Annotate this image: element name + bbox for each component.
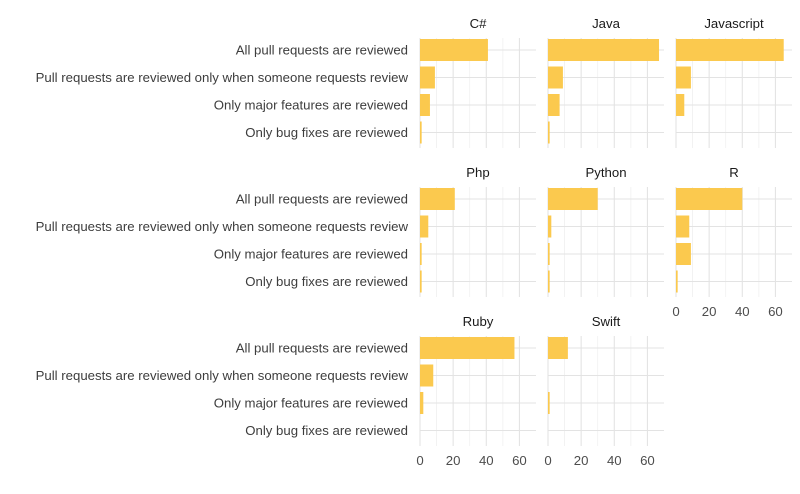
bar	[548, 94, 560, 116]
x-tick-label: 0	[672, 304, 679, 319]
bar	[676, 215, 690, 238]
category-label: Only major features are reviewed	[214, 247, 408, 262]
panel-title: R	[729, 165, 739, 180]
category-label: Only bug fixes are reviewed	[245, 125, 408, 140]
bar	[676, 243, 691, 265]
category-label: All pull requests are reviewed	[236, 43, 408, 58]
bar	[420, 337, 515, 359]
category-label: Only bug fixes are reviewed	[245, 274, 408, 289]
bar	[548, 188, 598, 210]
bar	[548, 337, 568, 359]
bar	[548, 215, 552, 238]
category-label: Pull requests are reviewed only when som…	[36, 70, 409, 85]
bar	[420, 121, 422, 144]
bar	[420, 94, 430, 116]
category-label: Only bug fixes are reviewed	[245, 423, 408, 438]
x-tick-label: 60	[640, 453, 655, 468]
category-label: Pull requests are reviewed only when som…	[36, 219, 409, 234]
x-tick-label: 40	[735, 304, 750, 319]
x-tick-label: 40	[479, 453, 494, 468]
panel-title: Ruby	[463, 314, 494, 329]
bar	[548, 66, 563, 89]
bar	[676, 94, 685, 116]
x-tick-label: 0	[544, 453, 551, 468]
panel-title: Java	[592, 16, 621, 31]
x-tick-label: 60	[512, 453, 527, 468]
panel-title: Javascript	[704, 16, 764, 31]
bar	[548, 270, 550, 293]
bar	[548, 39, 660, 61]
bar	[548, 121, 550, 144]
panel-title: Swift	[592, 314, 621, 329]
bar	[420, 66, 435, 89]
bar	[676, 66, 691, 89]
bar	[676, 39, 784, 61]
category-label: Pull requests are reviewed only when som…	[36, 368, 409, 383]
bar	[420, 215, 429, 238]
bar	[548, 392, 550, 414]
category-label: All pull requests are reviewed	[236, 341, 408, 356]
bar	[420, 392, 424, 414]
bar	[420, 39, 488, 61]
category-label: Only major features are reviewed	[214, 98, 408, 113]
bar	[420, 364, 434, 387]
panel-title: Php	[466, 165, 489, 180]
bar	[548, 243, 550, 265]
x-tick-label: 60	[768, 304, 783, 319]
bar	[420, 243, 422, 265]
x-tick-label: 20	[574, 453, 589, 468]
x-tick-label: 40	[607, 453, 622, 468]
bar	[676, 270, 678, 293]
bar	[420, 188, 455, 210]
category-label: All pull requests are reviewed	[236, 192, 408, 207]
category-label: Only major features are reviewed	[214, 396, 408, 411]
panel-title: C#	[470, 16, 488, 31]
bar	[676, 188, 743, 210]
panel-title: Python	[585, 165, 626, 180]
x-tick-label: 0	[416, 453, 423, 468]
bar	[420, 270, 422, 293]
x-tick-label: 20	[446, 453, 461, 468]
x-tick-label: 20	[702, 304, 717, 319]
